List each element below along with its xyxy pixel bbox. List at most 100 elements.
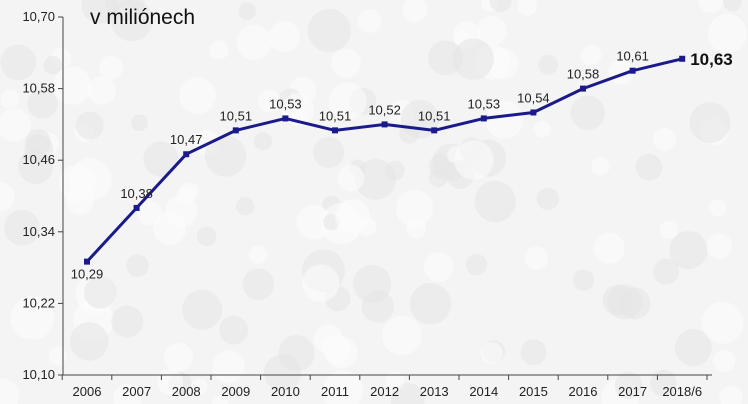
unit-label: v miliónech: [90, 6, 195, 29]
texture-blob: [701, 301, 744, 344]
texture-blob: [689, 102, 731, 143]
y-tick-label: 10,70: [22, 9, 55, 24]
texture-blob: [402, 0, 428, 23]
texture-blob: [517, 0, 537, 16]
x-tick-label: 2009: [221, 384, 250, 399]
texture-blob: [322, 370, 364, 404]
texture-blob: [572, 269, 595, 291]
texture-blob: [238, 2, 257, 20]
x-tick-label: 2008: [172, 384, 201, 399]
data-point: [332, 127, 338, 134]
texture-blob: [322, 334, 351, 364]
texture-blob: [302, 264, 340, 302]
texture-blob: [191, 378, 208, 395]
texture-blob: [423, 252, 454, 282]
data-point: [580, 85, 586, 92]
texture-blob: [520, 339, 547, 366]
texture-blob: [182, 289, 223, 330]
x-tick-label: 2006: [73, 384, 102, 399]
texture-blob: [570, 95, 606, 130]
series: [84, 55, 686, 265]
texture-blob: [454, 140, 494, 180]
data-point: [480, 115, 487, 122]
texture-blob: [533, 120, 551, 138]
texture-blob: [99, 55, 123, 80]
texture-blob: [709, 199, 727, 217]
texture-blob: [254, 132, 273, 151]
texture-blob: [10, 296, 55, 340]
texture-blob: [713, 349, 736, 373]
texture-blob: [669, 231, 708, 270]
texture-blob: [25, 129, 51, 156]
data-label: 10,29: [71, 267, 104, 282]
texture-blob: [0, 378, 20, 404]
y-tick-label: 10,22: [22, 295, 55, 310]
texture-blob: [538, 54, 558, 75]
texture-blob: [485, 100, 524, 139]
texture-blob: [242, 268, 275, 301]
y-tick-label: 10,10: [22, 367, 55, 382]
texture-blob: [480, 342, 503, 365]
x-tick-label: 2010: [271, 384, 300, 399]
texture-blob: [674, 329, 712, 367]
texture-blob: [27, 88, 58, 119]
texture-blob: [131, 114, 148, 132]
data-label: 10,61: [616, 49, 649, 64]
texture-blob: [43, 55, 63, 75]
data-label: 10,58: [567, 67, 600, 82]
texture-blob: [395, 189, 434, 227]
x-tick-label: 2013: [420, 384, 449, 399]
texture-blob: [4, 209, 40, 246]
texture-blob: [236, 24, 272, 60]
texture-blob: [593, 232, 625, 264]
texture-blob: [614, 371, 643, 400]
texture-blob: [81, 0, 119, 24]
texture-blob: [84, 276, 117, 309]
x-tick-label: 2011: [321, 384, 349, 399]
texture-blob: [361, 290, 394, 323]
texture-blob: [355, 159, 397, 200]
texture-blob: [75, 111, 104, 140]
texture-blob: [653, 258, 680, 285]
texture-blob: [719, 385, 743, 404]
x-tick-label: 2007: [122, 384, 151, 399]
texture-blob: [698, 0, 723, 14]
texture-blob: [723, 0, 742, 12]
y-tick-label: 10,46: [22, 152, 55, 167]
texture-blob: [476, 15, 507, 46]
texture-blob: [204, 135, 247, 177]
y-axis-ticks: 10,10 10,22 10,34 10,46 10,58 10,70: [22, 9, 63, 382]
texture-blob: [236, 197, 255, 216]
texture-blob: [269, 21, 300, 52]
y-tick-label: 10,34: [22, 224, 55, 239]
texture-blob: [143, 141, 179, 177]
data-point: [629, 67, 636, 74]
x-tick-label: 2018/6: [662, 384, 702, 399]
x-tick-label: 2015: [519, 384, 548, 399]
data-point: [530, 109, 537, 116]
texture-blob: [328, 82, 367, 121]
texture-blob: [113, 384, 142, 404]
texture-blob: [591, 157, 610, 176]
texture-blob: [48, 346, 67, 366]
texture-blob: [607, 284, 643, 320]
texture-blob: [452, 38, 494, 80]
data-label: 10,53: [468, 96, 501, 111]
texture-blob: [258, 89, 281, 113]
texture-blob: [0, 182, 15, 212]
texture-blob: [0, 89, 20, 109]
texture-blob: [650, 369, 677, 397]
x-tick-label: 2016: [569, 384, 598, 399]
texture-blob: [409, 283, 452, 325]
data-label-highlight: 10,63: [690, 50, 733, 69]
y-tick-label: 10,58: [22, 81, 55, 96]
texture-blob: [524, 246, 549, 270]
texture-blob: [179, 77, 216, 114]
x-tick-label: 2017: [618, 384, 647, 399]
data-point: [381, 121, 388, 128]
texture-blob: [212, 395, 229, 404]
texture-blob: [70, 322, 109, 361]
data-label: 10,51: [220, 108, 253, 123]
